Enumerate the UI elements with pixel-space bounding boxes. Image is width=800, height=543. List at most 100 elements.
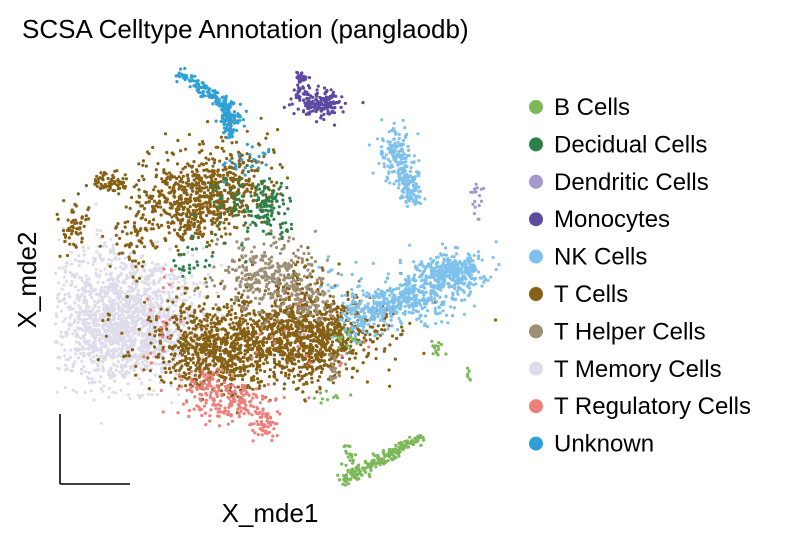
data-point (130, 335, 134, 339)
data-point (145, 193, 149, 197)
data-point (204, 352, 208, 356)
data-point (295, 285, 299, 289)
data-point (123, 184, 127, 189)
data-point (337, 373, 341, 377)
data-point (302, 265, 307, 269)
data-point (274, 269, 278, 273)
data-point (84, 290, 88, 294)
data-point (336, 360, 340, 364)
data-point (232, 225, 237, 229)
data-point (231, 346, 235, 351)
data-point (136, 292, 140, 296)
data-point (291, 380, 296, 384)
data-point (270, 166, 274, 170)
data-point (82, 351, 86, 355)
data-point (168, 305, 172, 309)
data-point (198, 281, 202, 285)
data-point (191, 353, 195, 357)
data-point (242, 214, 247, 218)
data-point (237, 178, 241, 182)
data-point (152, 188, 156, 192)
data-point (294, 334, 298, 338)
data-point (219, 200, 223, 204)
data-point (246, 237, 250, 241)
data-point (270, 255, 274, 259)
data-point (348, 357, 352, 361)
data-point (169, 384, 173, 388)
data-point (253, 271, 257, 275)
data-point (227, 183, 231, 187)
data-point (135, 212, 139, 216)
data-point (229, 335, 233, 339)
data-point (274, 245, 278, 250)
data-point (248, 386, 252, 390)
data-point (245, 129, 249, 133)
data-point (173, 363, 177, 367)
data-point (63, 239, 67, 244)
data-point (188, 196, 192, 200)
data-point (232, 260, 236, 264)
data-point (172, 341, 176, 346)
data-point (139, 216, 143, 220)
data-point (243, 332, 247, 336)
data-point (179, 336, 183, 340)
data-point (227, 222, 231, 226)
data-point (305, 300, 309, 304)
data-point (227, 354, 231, 358)
data-point (282, 387, 286, 391)
data-point (123, 225, 127, 229)
data-point (320, 316, 324, 320)
data-point (151, 244, 155, 248)
data-point (297, 365, 301, 369)
data-point (114, 336, 118, 341)
data-point (70, 279, 74, 283)
data-point (206, 181, 211, 185)
data-point (151, 321, 155, 325)
data-point (211, 334, 216, 338)
data-point (279, 332, 283, 336)
data-point (144, 201, 148, 205)
data-point (290, 352, 294, 357)
data-point (225, 348, 229, 352)
data-point (73, 301, 77, 305)
data-point (177, 297, 181, 301)
data-point (141, 260, 146, 264)
data-point (95, 174, 99, 178)
data-point (224, 333, 228, 337)
data-point (111, 188, 115, 193)
data-point (220, 363, 224, 368)
data-point (220, 146, 224, 150)
data-point (77, 313, 81, 317)
data-point (152, 361, 156, 365)
data-point (208, 370, 213, 374)
data-point (245, 365, 249, 369)
data-point (163, 195, 167, 200)
data-point (307, 262, 311, 266)
data-point (272, 373, 277, 377)
data-point (126, 339, 130, 343)
data-point (182, 324, 186, 328)
data-point (169, 352, 173, 356)
data-point (73, 360, 77, 364)
data-point (335, 338, 339, 342)
data-point (229, 345, 233, 349)
data-point (180, 201, 184, 205)
data-point (353, 356, 357, 360)
data-point (168, 177, 172, 181)
data-point (64, 357, 68, 362)
data-point (263, 266, 267, 270)
data-point (222, 149, 226, 153)
data-point (281, 350, 285, 354)
data-point (164, 321, 168, 325)
data-point (134, 285, 138, 289)
data-point (184, 281, 188, 285)
data-point (179, 293, 183, 297)
data-point (314, 324, 318, 328)
data-point (133, 227, 137, 231)
data-point (165, 308, 169, 312)
data-point (148, 273, 152, 278)
data-point (331, 381, 335, 385)
data-point (256, 341, 260, 345)
data-point (231, 214, 235, 218)
data-point (222, 305, 226, 309)
